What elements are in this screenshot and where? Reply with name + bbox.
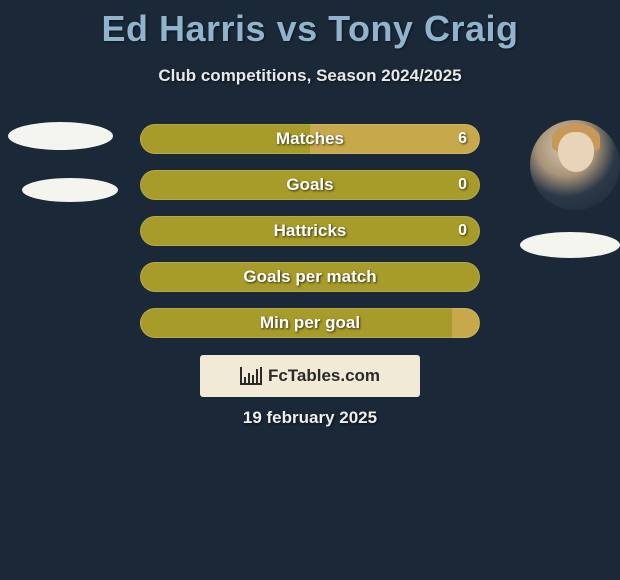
- stat-bar-goals: Goals 0: [140, 170, 480, 200]
- stat-bar-min-per-goal: Min per goal: [140, 308, 480, 338]
- date-label: 19 february 2025: [0, 408, 620, 428]
- stat-bar-hattricks: Hattricks 0: [140, 216, 480, 246]
- player-avatar-right: [530, 120, 620, 210]
- decorative-ellipse: [22, 178, 118, 202]
- stat-value-right: 0: [458, 176, 467, 194]
- decorative-ellipse: [8, 122, 113, 150]
- logo-text: FcTables.com: [268, 366, 380, 386]
- stat-bar-goals-per-match: Goals per match: [140, 262, 480, 292]
- stat-label: Goals: [286, 175, 333, 195]
- stat-value-right: 0: [458, 222, 467, 240]
- decorative-ellipse: [520, 232, 620, 258]
- stat-label: Goals per match: [243, 267, 376, 287]
- stat-value-right: 6: [458, 130, 467, 148]
- stats-bars: Matches 6 Goals 0 Hattricks 0 Goals per …: [140, 124, 480, 354]
- fctables-logo-link[interactable]: FcTables.com: [200, 355, 420, 397]
- stat-label: Hattricks: [274, 221, 347, 241]
- stat-label: Matches: [276, 129, 344, 149]
- subtitle: Club competitions, Season 2024/2025: [0, 66, 620, 86]
- page-title: Ed Harris vs Tony Craig: [0, 0, 620, 50]
- bar-chart-icon: [240, 367, 262, 385]
- stat-label: Min per goal: [260, 313, 360, 333]
- stat-bar-matches: Matches 6: [140, 124, 480, 154]
